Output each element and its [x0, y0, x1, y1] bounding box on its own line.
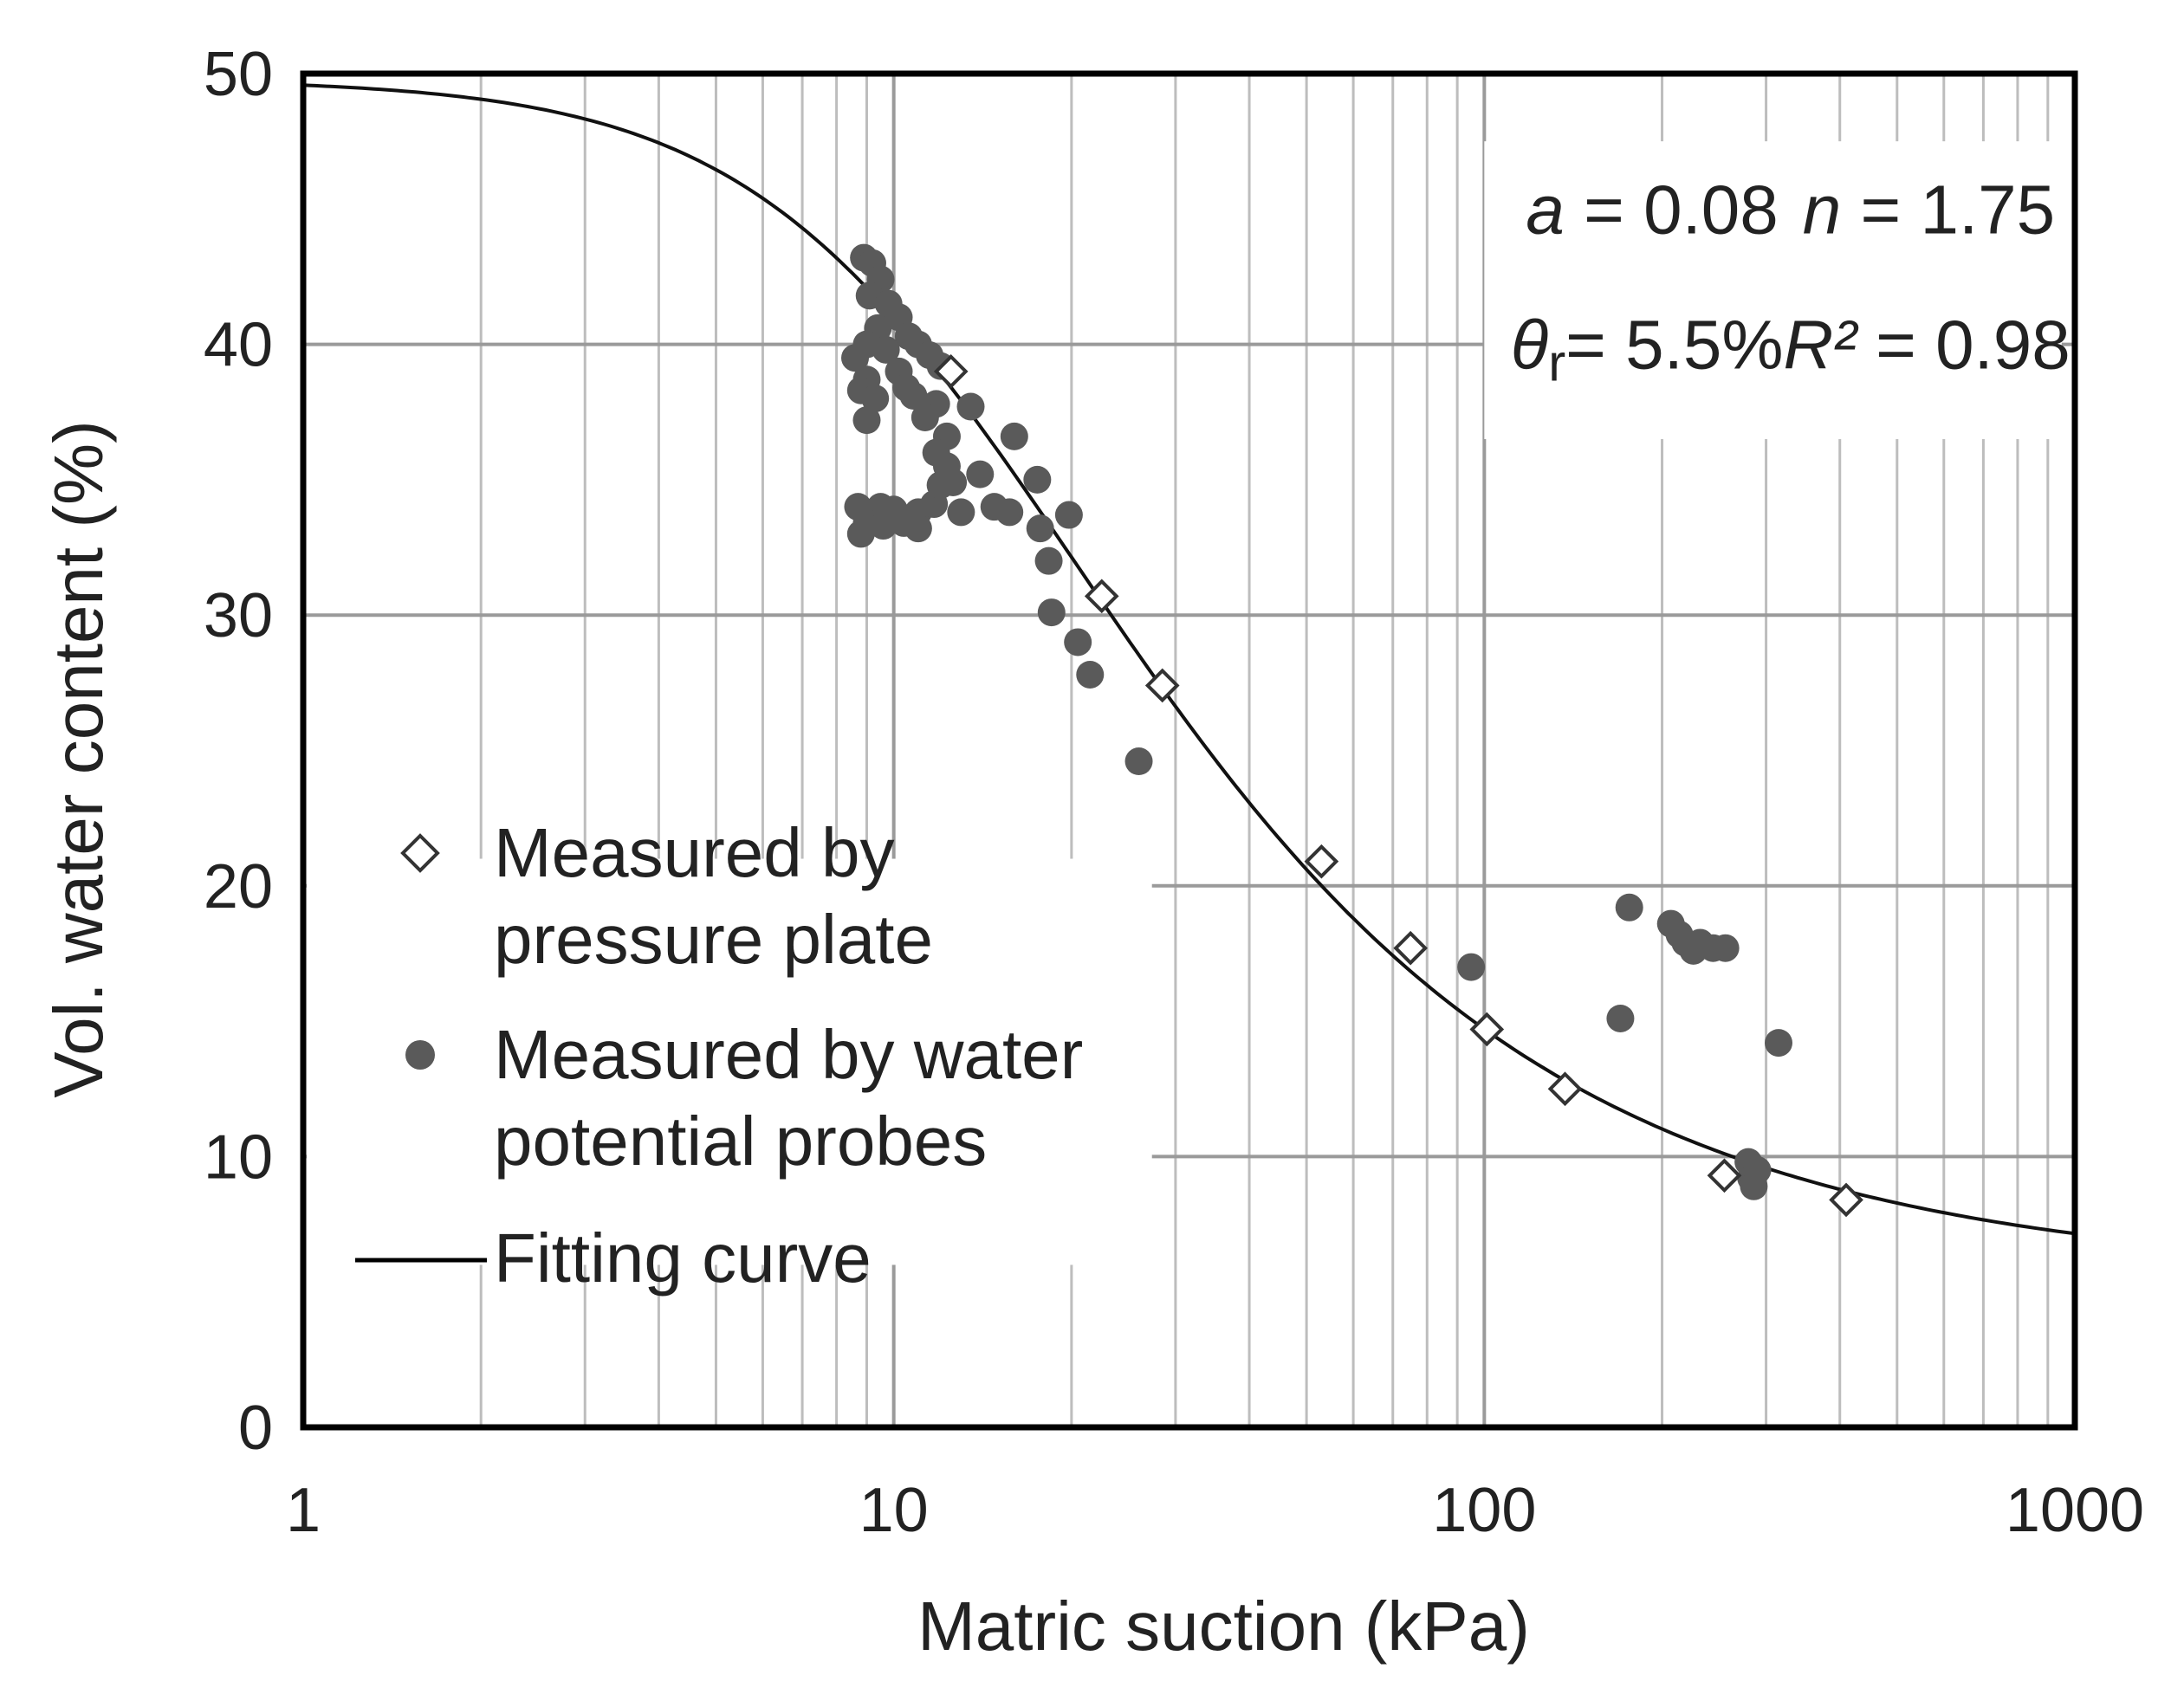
- point-water-potential-probes: [1064, 628, 1092, 656]
- y-tick-label: 40: [204, 311, 273, 380]
- legend-label-pressure-plate-line-1: Measured by: [494, 814, 894, 891]
- point-pressure-plate: [1393, 930, 1428, 966]
- points-layer: [841, 243, 1863, 1218]
- point-water-potential-probes: [1076, 660, 1105, 689]
- x-tick-label: 1000: [2006, 1476, 2144, 1545]
- legend-label-fitting-curve: Fitting curve: [494, 1219, 872, 1297]
- annotation-theta-label: θ: [1511, 307, 1548, 384]
- point-water-potential-probes: [926, 471, 955, 500]
- y-axis-label: Vol. water content (%): [40, 420, 117, 1098]
- legend-marker-pressure-plate: [400, 833, 440, 873]
- point-water-potential-probes: [1034, 546, 1063, 575]
- point-pressure-plate: [1547, 1071, 1583, 1107]
- point-water-potential-probes: [872, 335, 900, 364]
- tick-labels: 1 10 100 1000 0 10 20 30 40 50: [204, 40, 2144, 1545]
- annotation-a-label: a: [1526, 171, 1565, 248]
- point-water-potential-probes: [1765, 1029, 1793, 1057]
- legend-label-probes-line-1: Measured by water: [494, 1016, 1083, 1093]
- point-water-potential-probes: [1054, 501, 1083, 529]
- point-water-potential-probes: [995, 498, 1024, 527]
- fit-parameters-annotation: a = 0.08 n = 1.75 θr= 5.5%R² = 0.98: [1511, 171, 2071, 391]
- legend-background: [307, 858, 1152, 1265]
- y-tick-label: 50: [204, 40, 273, 109]
- point-water-potential-probes: [1000, 422, 1028, 450]
- point-pressure-plate: [1084, 579, 1119, 614]
- x-axis-label: Matric suction (kPa): [917, 1588, 1530, 1665]
- point-water-potential-probes: [899, 381, 928, 410]
- x-tick-label: 100: [1432, 1476, 1536, 1545]
- annotation-r2-label: R²: [1783, 307, 1858, 384]
- point-pressure-plate: [1829, 1182, 1863, 1218]
- point-pressure-plate: [933, 354, 969, 389]
- y-tick-label: 20: [204, 852, 273, 922]
- fitting-curve: [302, 83, 2076, 1236]
- point-water-potential-probes: [947, 498, 975, 527]
- point-pressure-plate: [1707, 1158, 1742, 1193]
- legend-label-probes-line-2: potential probes: [494, 1103, 987, 1180]
- point-pressure-plate: [1144, 668, 1180, 703]
- annotation-line-2: θr= 5.5%R² = 0.98: [1511, 307, 2071, 392]
- annotation-a-value: = 0.08: [1565, 171, 1779, 248]
- point-water-potential-probes: [1606, 1004, 1635, 1032]
- x-tick-label: 10: [859, 1476, 929, 1545]
- legend-marker-water-potential-probes: [405, 1040, 435, 1070]
- point-pressure-plate: [1469, 1012, 1505, 1047]
- annotation-theta-value: = 5.5%: [1565, 307, 1783, 384]
- point-water-potential-probes: [956, 392, 985, 421]
- point-water-potential-probes: [966, 460, 995, 488]
- point-water-potential-probes: [911, 404, 939, 432]
- point-water-potential-probes: [1711, 934, 1740, 962]
- annotation-n-label: n: [1803, 171, 1842, 248]
- point-water-potential-probes: [846, 520, 875, 548]
- point-pressure-plate: [1304, 844, 1339, 879]
- annotation-theta-subscript: r: [1548, 334, 1565, 392]
- point-water-potential-probes: [841, 344, 870, 372]
- point-water-potential-probes: [1023, 465, 1052, 494]
- fit-layer: [302, 83, 2076, 1236]
- annotation-r2-value: = 0.98: [1857, 307, 2071, 384]
- point-water-potential-probes: [1037, 598, 1066, 627]
- plot-frame: [300, 70, 2078, 1431]
- point-water-potential-probes: [1124, 747, 1153, 776]
- annotation-background: [1484, 141, 2062, 440]
- point-water-potential-probes: [869, 512, 898, 540]
- point-water-potential-probes: [852, 406, 881, 435]
- annotation-line-1: a = 0.08 n = 1.75: [1526, 171, 2055, 248]
- y-tick-label: 30: [204, 581, 273, 650]
- legend-label-pressure-plate-line-2: pressure plate: [494, 901, 933, 978]
- y-tick-label: 10: [204, 1122, 273, 1192]
- annotation-n-value: = 1.75: [1841, 171, 2055, 248]
- point-water-potential-probes: [1457, 953, 1486, 981]
- y-tick-label: 0: [238, 1394, 273, 1463]
- point-water-potential-probes: [1026, 514, 1054, 543]
- point-water-potential-probes: [904, 514, 932, 543]
- legend: Measured by pressure plate Measured by w…: [355, 814, 1083, 1297]
- point-water-potential-probes: [861, 385, 890, 413]
- point-water-potential-probes: [1615, 893, 1643, 922]
- point-water-potential-probes: [1743, 1156, 1772, 1185]
- x-tick-label: 1: [286, 1476, 321, 1545]
